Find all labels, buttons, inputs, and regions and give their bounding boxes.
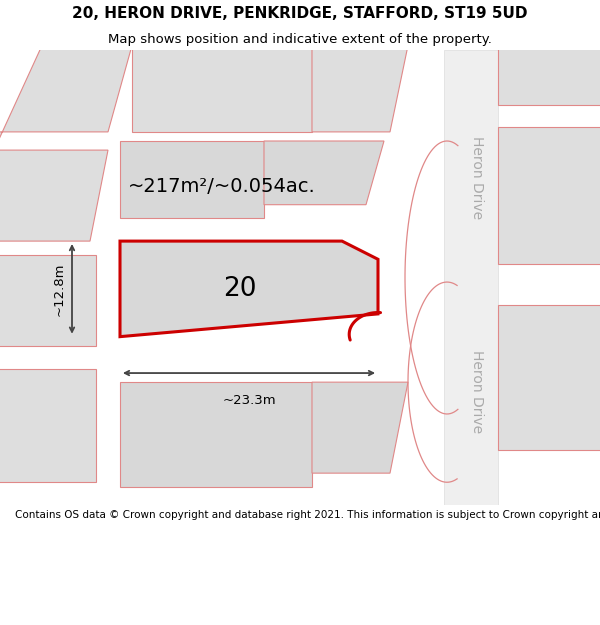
Polygon shape [0,150,108,241]
Polygon shape [312,46,408,132]
Polygon shape [444,50,498,505]
Polygon shape [264,141,384,205]
Polygon shape [120,241,378,337]
Polygon shape [0,255,96,346]
Text: 20, HERON DRIVE, PENKRIDGE, STAFFORD, ST19 5UD: 20, HERON DRIVE, PENKRIDGE, STAFFORD, ST… [72,6,528,21]
Polygon shape [132,46,312,132]
Text: ~23.3m: ~23.3m [222,394,276,406]
Polygon shape [498,127,600,264]
Text: Contains OS data © Crown copyright and database right 2021. This information is : Contains OS data © Crown copyright and d… [15,510,600,520]
Text: ~12.8m: ~12.8m [52,262,65,316]
Polygon shape [120,382,312,487]
Polygon shape [498,46,600,104]
Polygon shape [120,141,264,218]
Polygon shape [0,369,96,482]
Text: Map shows position and indicative extent of the property.: Map shows position and indicative extent… [108,32,492,46]
Polygon shape [498,305,600,451]
Text: ~217m²/~0.054ac.: ~217m²/~0.054ac. [128,177,316,196]
Text: 20: 20 [223,276,257,302]
Polygon shape [0,46,132,150]
Polygon shape [312,382,408,473]
Text: Heron Drive: Heron Drive [470,136,484,219]
Text: Heron Drive: Heron Drive [470,350,484,432]
